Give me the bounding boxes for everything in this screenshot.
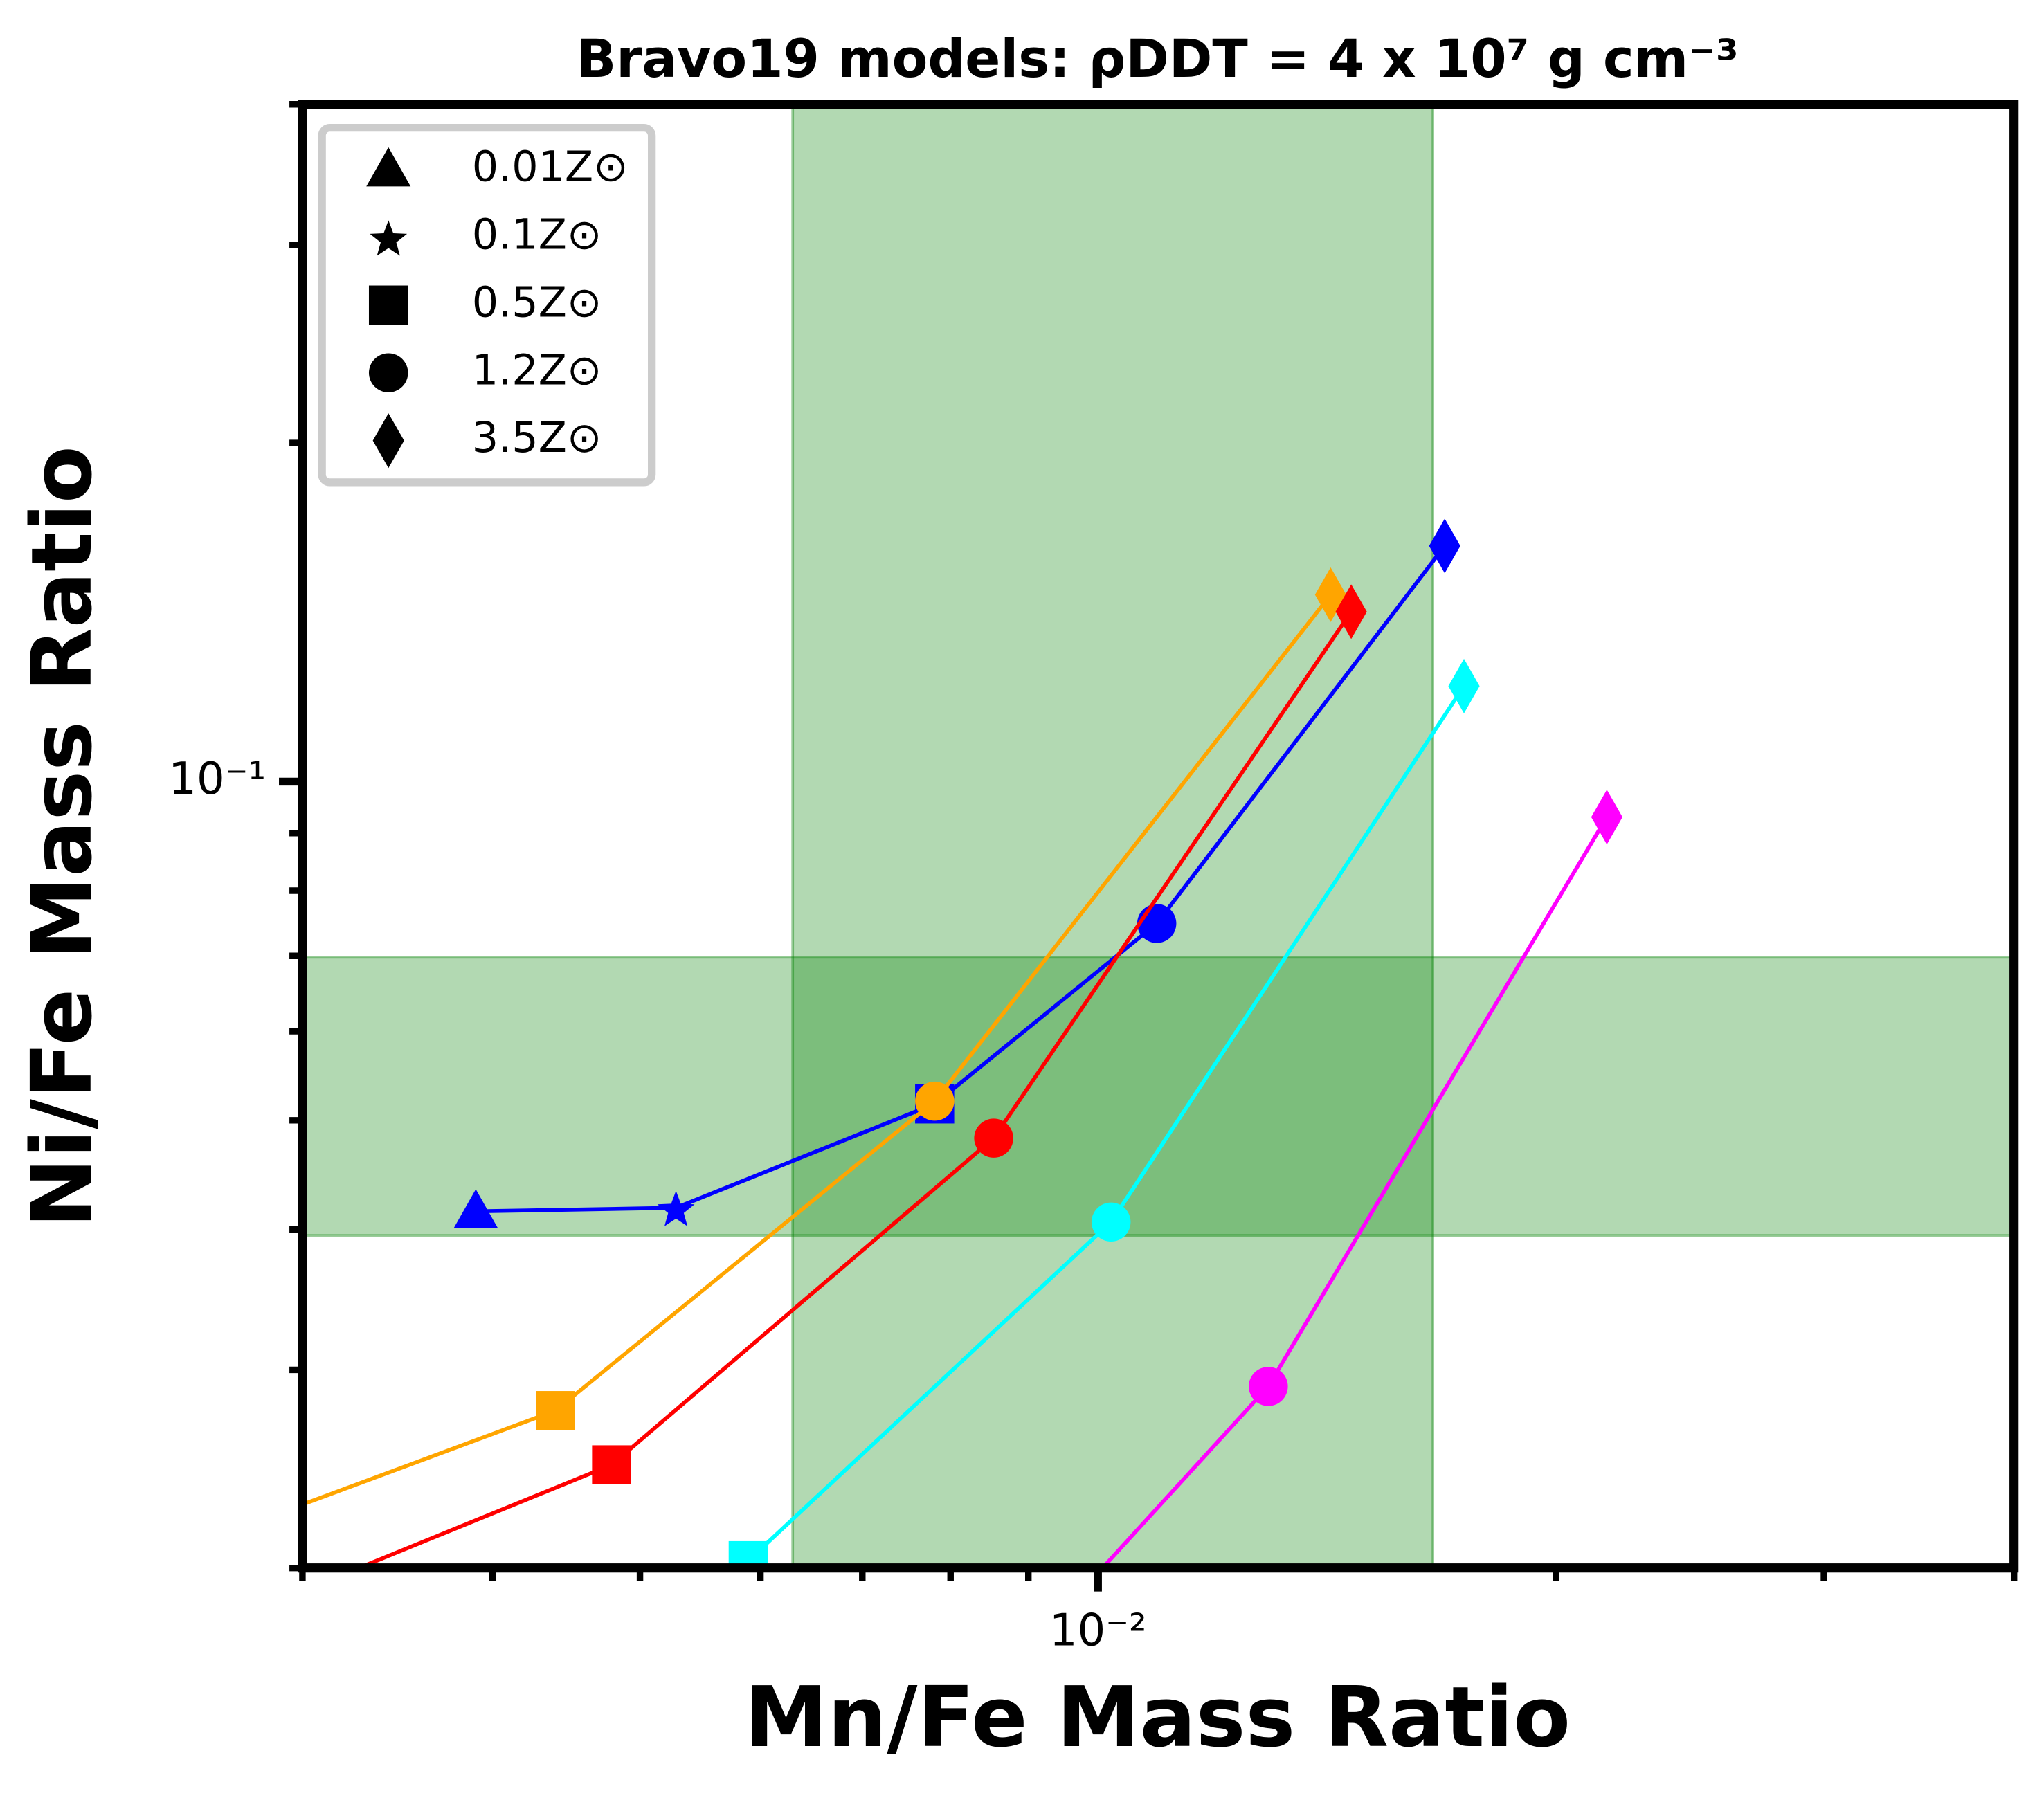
legend-label: 1.2Z⊙ (472, 346, 602, 394)
marker-triangle (366, 147, 411, 187)
y-axis-label: Ni/Fe Mass Ratio (14, 446, 111, 1228)
marker-diamond (1448, 658, 1480, 713)
marker-star (214, 1603, 251, 1638)
marker-circle (1249, 1367, 1288, 1406)
marker-circle (915, 1081, 955, 1121)
shaded-band (302, 956, 2014, 1237)
shaded-band (791, 104, 1434, 1568)
x-tick-label: 10⁻² (1049, 1605, 1147, 1656)
y-tick-label: 10⁻¹ (168, 754, 266, 805)
marker-circle (368, 353, 408, 392)
marker-star (214, 1513, 251, 1549)
legend-label: 0.1Z⊙ (472, 210, 602, 259)
marker-circle (1137, 904, 1177, 943)
marker-circle (974, 1118, 1013, 1158)
axes: 10⁻² 10⁻¹ (168, 101, 2018, 1656)
legend-box (318, 124, 656, 487)
marker-square (368, 285, 408, 325)
marker-diamond (1429, 518, 1460, 574)
marker-diamond (372, 413, 404, 469)
marker-square (592, 1445, 631, 1484)
legend-label: 3.5Z⊙ (472, 414, 602, 462)
x-axis-label: Mn/Fe Mass Ratio (745, 1669, 1571, 1766)
bands (302, 104, 2014, 1568)
marker-star (657, 1190, 695, 1226)
marker-circle (1091, 1202, 1131, 1242)
chart-title: Bravo19 models: ρDDT = 4 x 10⁷ g cm⁻³ (577, 28, 1739, 89)
legend-label: 0.5Z⊙ (472, 278, 602, 327)
marker-diamond (1591, 790, 1623, 845)
series-line (302, 593, 1332, 1507)
marker-square (536, 1391, 575, 1430)
legend: 0.01Z⊙ 0.1Z⊙ 0.5Z⊙ 1.2Z⊙ 3.5Z⊙ (318, 124, 656, 487)
series-line (354, 610, 1353, 1568)
marker-diamond (1335, 584, 1367, 639)
marker-triangle (453, 1189, 498, 1228)
legend-label: 0.01Z⊙ (472, 143, 628, 192)
marker-star (370, 220, 408, 256)
